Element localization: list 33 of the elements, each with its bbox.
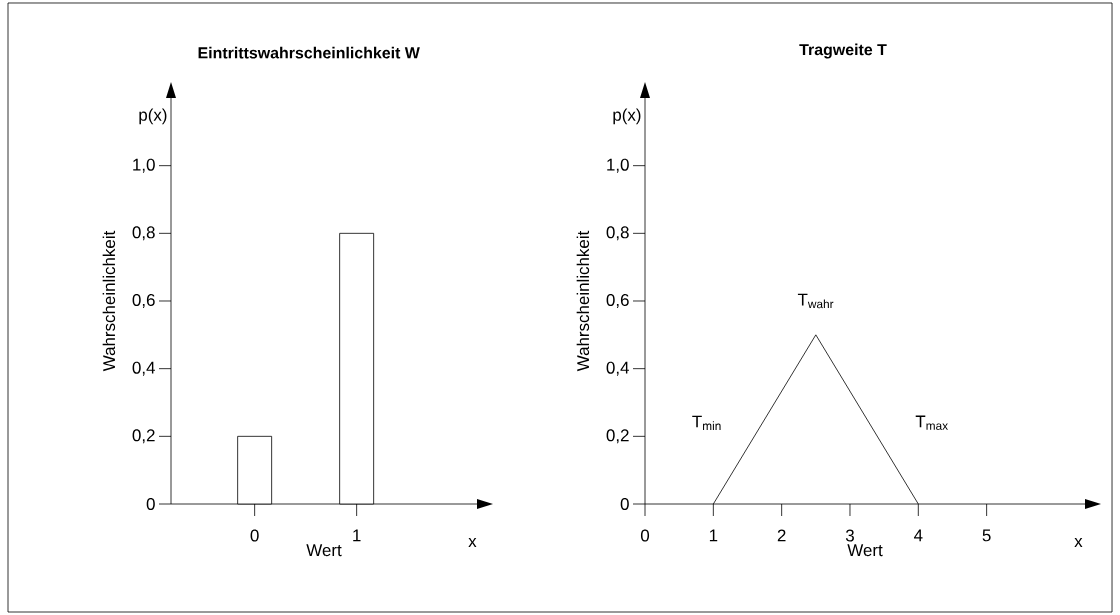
y-tick-label: 0,8 [132, 226, 155, 241]
chart-title: Eintrittswahrscheinlichkeit W [198, 46, 420, 59]
y-tick-label: 0,6 [132, 294, 155, 308]
y-tick-label: 0,2 [132, 429, 155, 444]
y-axis-title: Wahrscheinlichkeit [102, 230, 116, 372]
y-tick-label: 0,4 [606, 361, 629, 376]
x-tick-label: 1 [353, 529, 361, 542]
x-tick-label: 4 [913, 529, 923, 542]
x-tick-label: 1 [709, 529, 718, 542]
y-tick-label: 0 [146, 498, 155, 510]
annotation: T$_{min}$ [692, 415, 721, 430]
y-tick-label: 0,2 [606, 429, 629, 444]
x-tick-label: 5 [982, 529, 991, 542]
y-tick-label: 1,0 [133, 158, 155, 173]
text: x [468, 537, 477, 547]
text: x [1074, 537, 1083, 547]
y-tick-label: 0 [620, 498, 629, 510]
x-axis-title: Wert [847, 544, 883, 557]
text: p(x) [139, 108, 167, 125]
x-tick-label: 2 [777, 529, 786, 542]
y-axis-title: Wahrscheinlichkeit [576, 230, 590, 372]
annotation: T$_{max}$ [915, 415, 948, 430]
chart-title: Tragweite T [799, 43, 887, 59]
y-tick-label: 1,0 [607, 158, 629, 173]
text: p(x) [613, 108, 641, 125]
annotation: T$_{wahr}$ [797, 293, 834, 309]
x-tick-label: 0 [250, 529, 259, 542]
x-axis-title: Wert [306, 544, 342, 557]
x-tick-label: 3 [845, 529, 854, 542]
y-tick-label: 0,6 [606, 294, 629, 308]
y-tick-label: 0,4 [132, 361, 155, 376]
y-tick-label: 0,8 [606, 226, 629, 241]
x-tick-label: 0 [640, 529, 650, 542]
